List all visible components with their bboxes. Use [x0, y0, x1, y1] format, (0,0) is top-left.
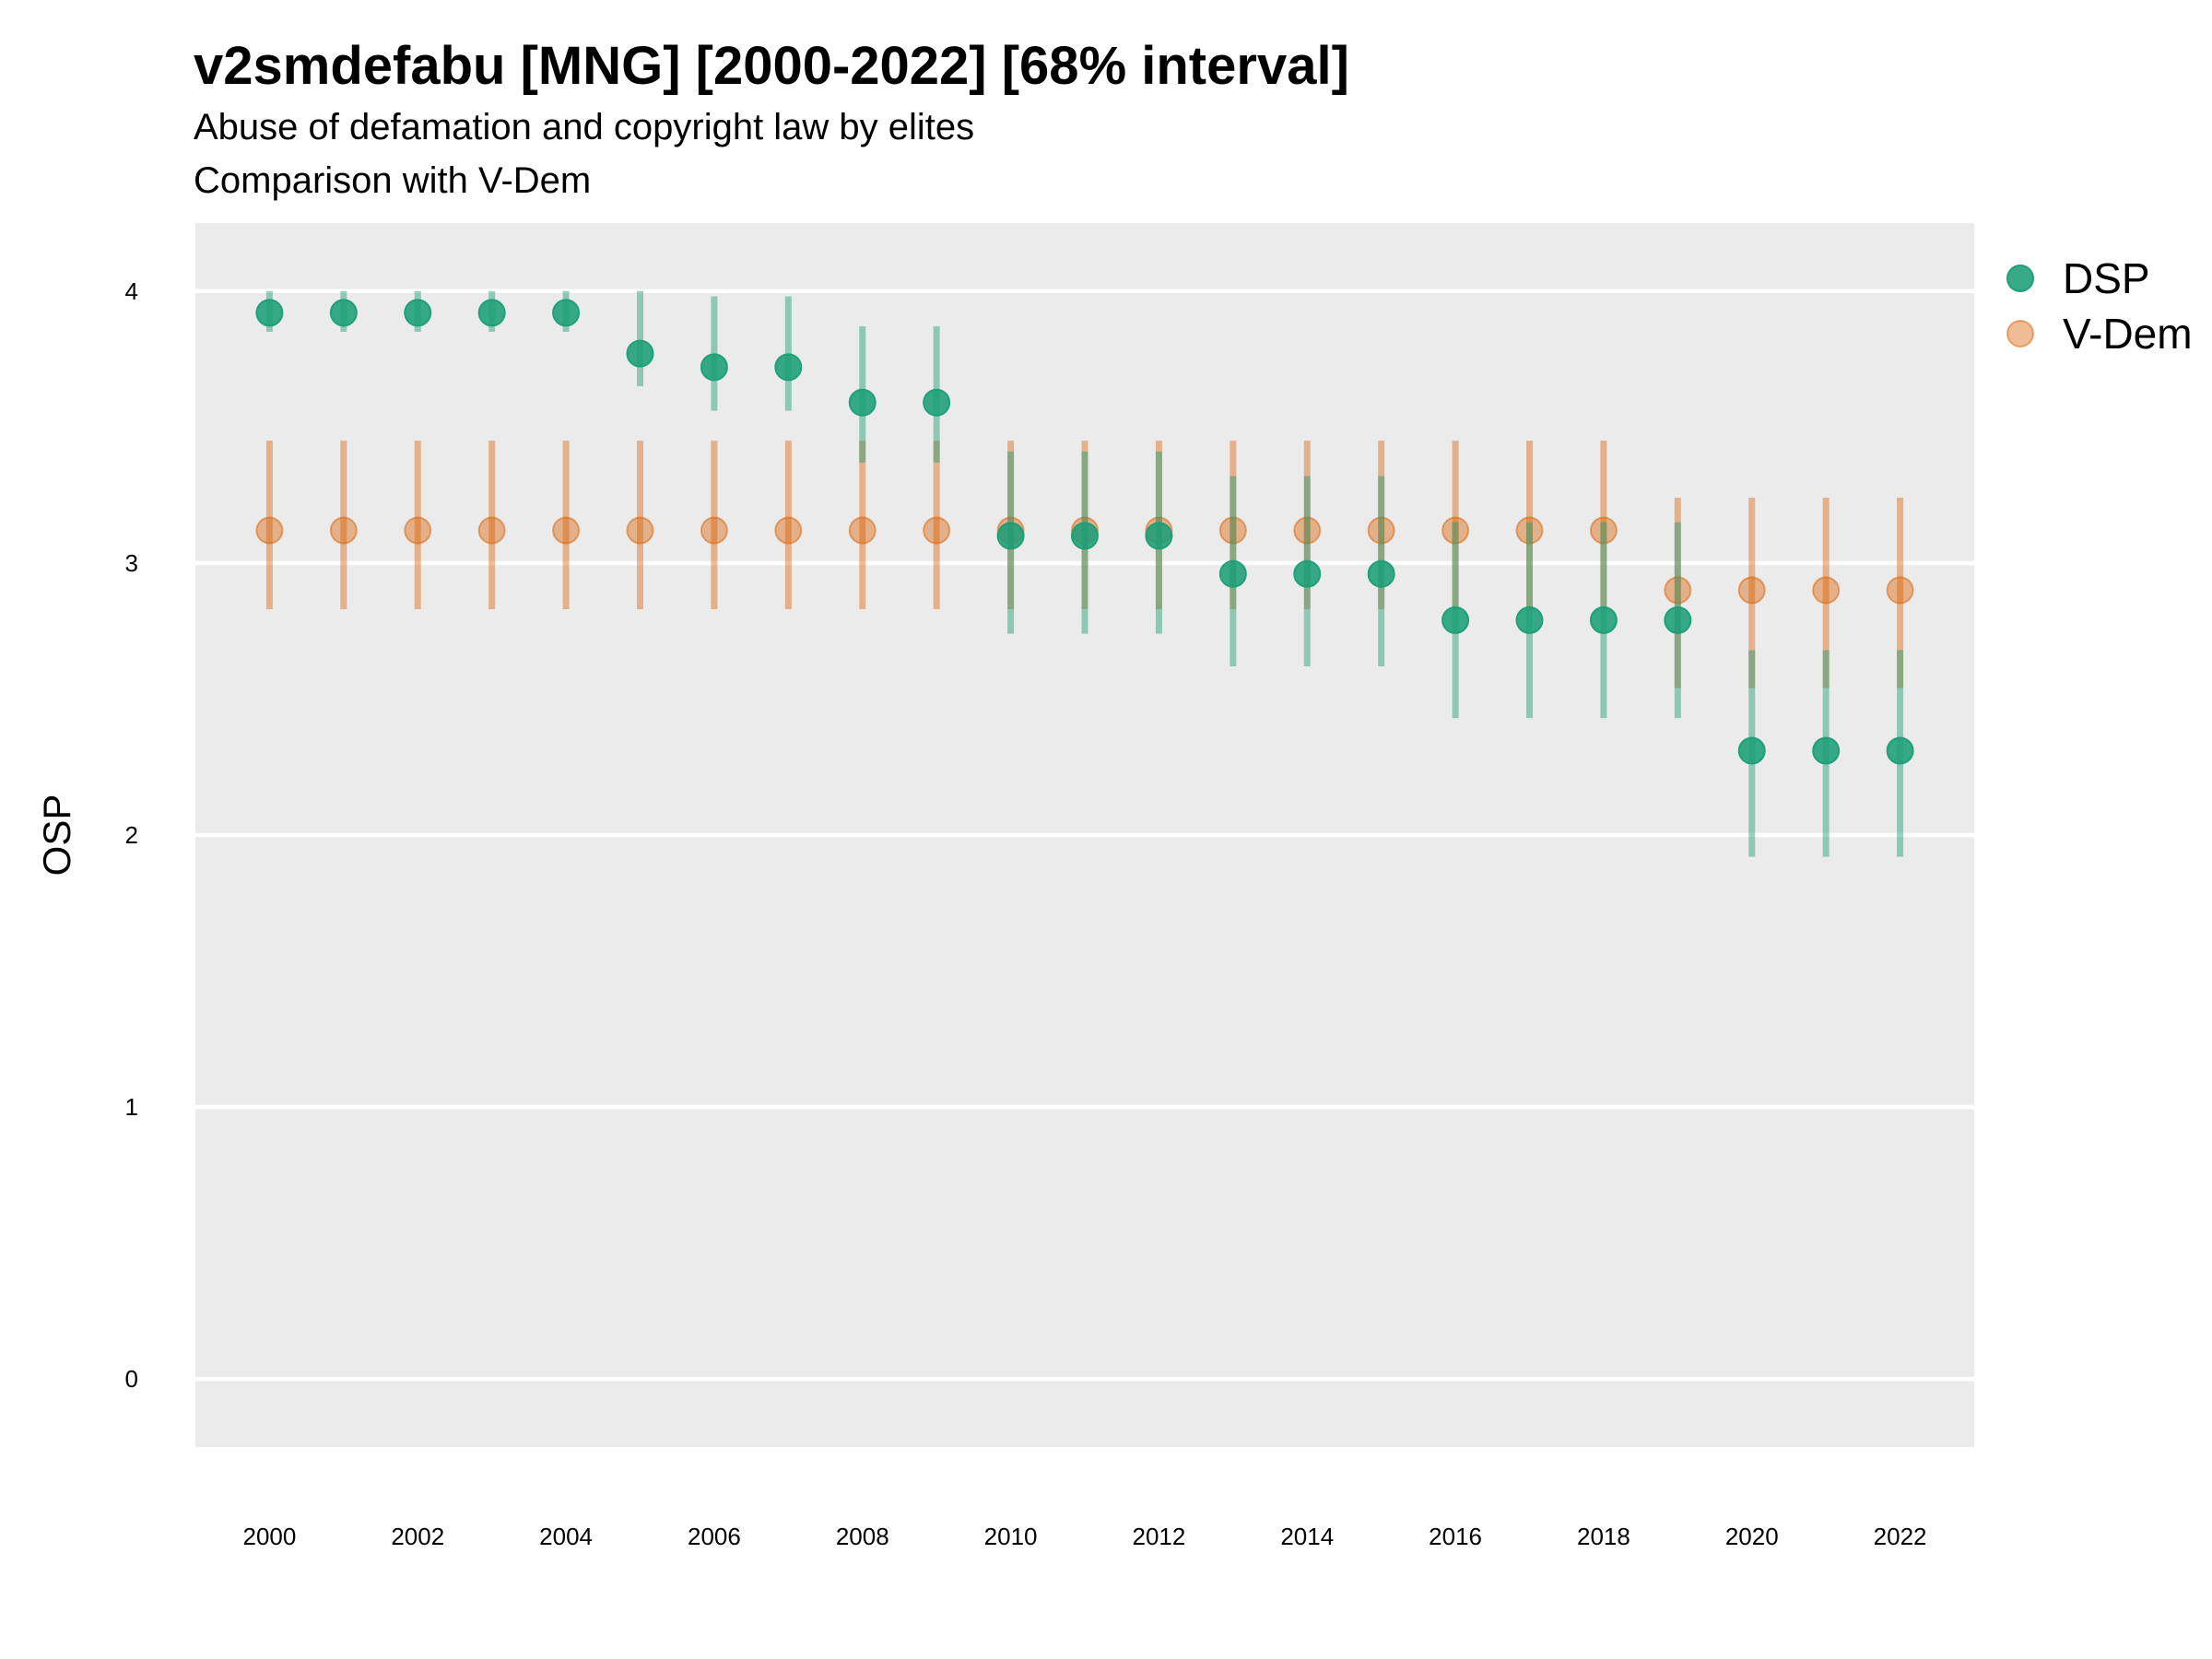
- x-tick-label: 2006: [688, 1523, 741, 1550]
- data-point: [1293, 559, 1322, 588]
- legend: DSP V-Dem: [2006, 254, 2193, 358]
- y-tick-label: 2: [125, 821, 138, 849]
- data-point: [1218, 559, 1247, 588]
- data-point: [255, 516, 284, 545]
- x-tick-label: 2010: [984, 1523, 1038, 1550]
- y-tick-label: 4: [125, 277, 138, 305]
- legend-key: [2006, 265, 2034, 292]
- data-point: [1441, 606, 1470, 634]
- data-point: [477, 299, 506, 327]
- chart-subtitle: Abuse of defamation and copyright law by…: [194, 107, 975, 147]
- data-point: [1664, 606, 1692, 634]
- x-axis-ticks: 2000 2002 2004 2006 2008 2010 2012 2014 2016 2018…: [242, 1523, 1926, 1550]
- data-point: [1737, 736, 1766, 765]
- data-point: [329, 516, 358, 545]
- data-point: [1886, 736, 1914, 765]
- data-point: [1293, 516, 1322, 545]
- grid-lines: [195, 288, 1974, 1382]
- data-point: [404, 299, 432, 327]
- data-point: [552, 299, 581, 327]
- data-point: [1515, 516, 1544, 545]
- data-point: [1737, 576, 1766, 605]
- x-tick-label: 2002: [391, 1523, 444, 1550]
- legend-label: DSP: [2063, 254, 2150, 302]
- data-point: [923, 516, 951, 545]
- data-point: [1589, 516, 1618, 545]
- data-point: [404, 516, 432, 545]
- data-point: [774, 353, 803, 382]
- data-point: [1812, 736, 1841, 765]
- data-marks: [255, 290, 1914, 857]
- data-point: [848, 516, 877, 545]
- data-point: [848, 388, 877, 417]
- legend-label: V-Dem: [2063, 310, 2193, 358]
- y-tick-label: 3: [125, 549, 138, 577]
- x-tick-label: 2014: [1280, 1523, 1334, 1550]
- data-point: [1367, 516, 1395, 545]
- x-tick-label: 2004: [539, 1523, 593, 1550]
- data-point: [552, 516, 581, 545]
- data-point: [255, 299, 284, 327]
- data-point: [1589, 606, 1618, 634]
- data-point: [1664, 576, 1692, 605]
- data-point: [1441, 516, 1470, 545]
- x-tick-label: 2022: [1874, 1523, 1927, 1550]
- data-point: [774, 516, 803, 545]
- data-point: [626, 516, 654, 545]
- data-point: [1367, 559, 1395, 588]
- y-axis-ticks: 0 1 2 3 4: [125, 277, 138, 1393]
- data-point: [1145, 522, 1173, 550]
- x-tick-label: 2000: [242, 1523, 296, 1550]
- data-point: [700, 516, 728, 545]
- data-point: [477, 516, 506, 545]
- data-point: [626, 339, 654, 368]
- series-dsp: [255, 290, 1914, 857]
- chart-caption: Comparison with V-Dem: [194, 160, 592, 201]
- data-point: [1515, 606, 1544, 634]
- data-point: [996, 522, 1025, 550]
- x-tick-label: 2012: [1132, 1523, 1185, 1550]
- y-tick-label: 1: [125, 1093, 138, 1121]
- chart-title: v2smdefabu [MNG] [2000-2022] [68% interv…: [194, 36, 1349, 96]
- data-point: [329, 299, 358, 327]
- x-tick-label: 2016: [1429, 1523, 1482, 1550]
- y-axis-label: OSP: [35, 794, 78, 877]
- data-point: [700, 353, 728, 382]
- data-point: [1071, 522, 1099, 550]
- data-point: [923, 388, 951, 417]
- y-tick-label: 0: [125, 1365, 138, 1393]
- x-tick-label: 2018: [1577, 1523, 1630, 1550]
- legend-key: [2006, 320, 2034, 347]
- x-tick-label: 2008: [836, 1523, 889, 1550]
- data-point: [1812, 576, 1841, 605]
- data-point: [1218, 516, 1247, 545]
- x-tick-label: 2020: [1725, 1523, 1779, 1550]
- data-point: [1886, 576, 1914, 605]
